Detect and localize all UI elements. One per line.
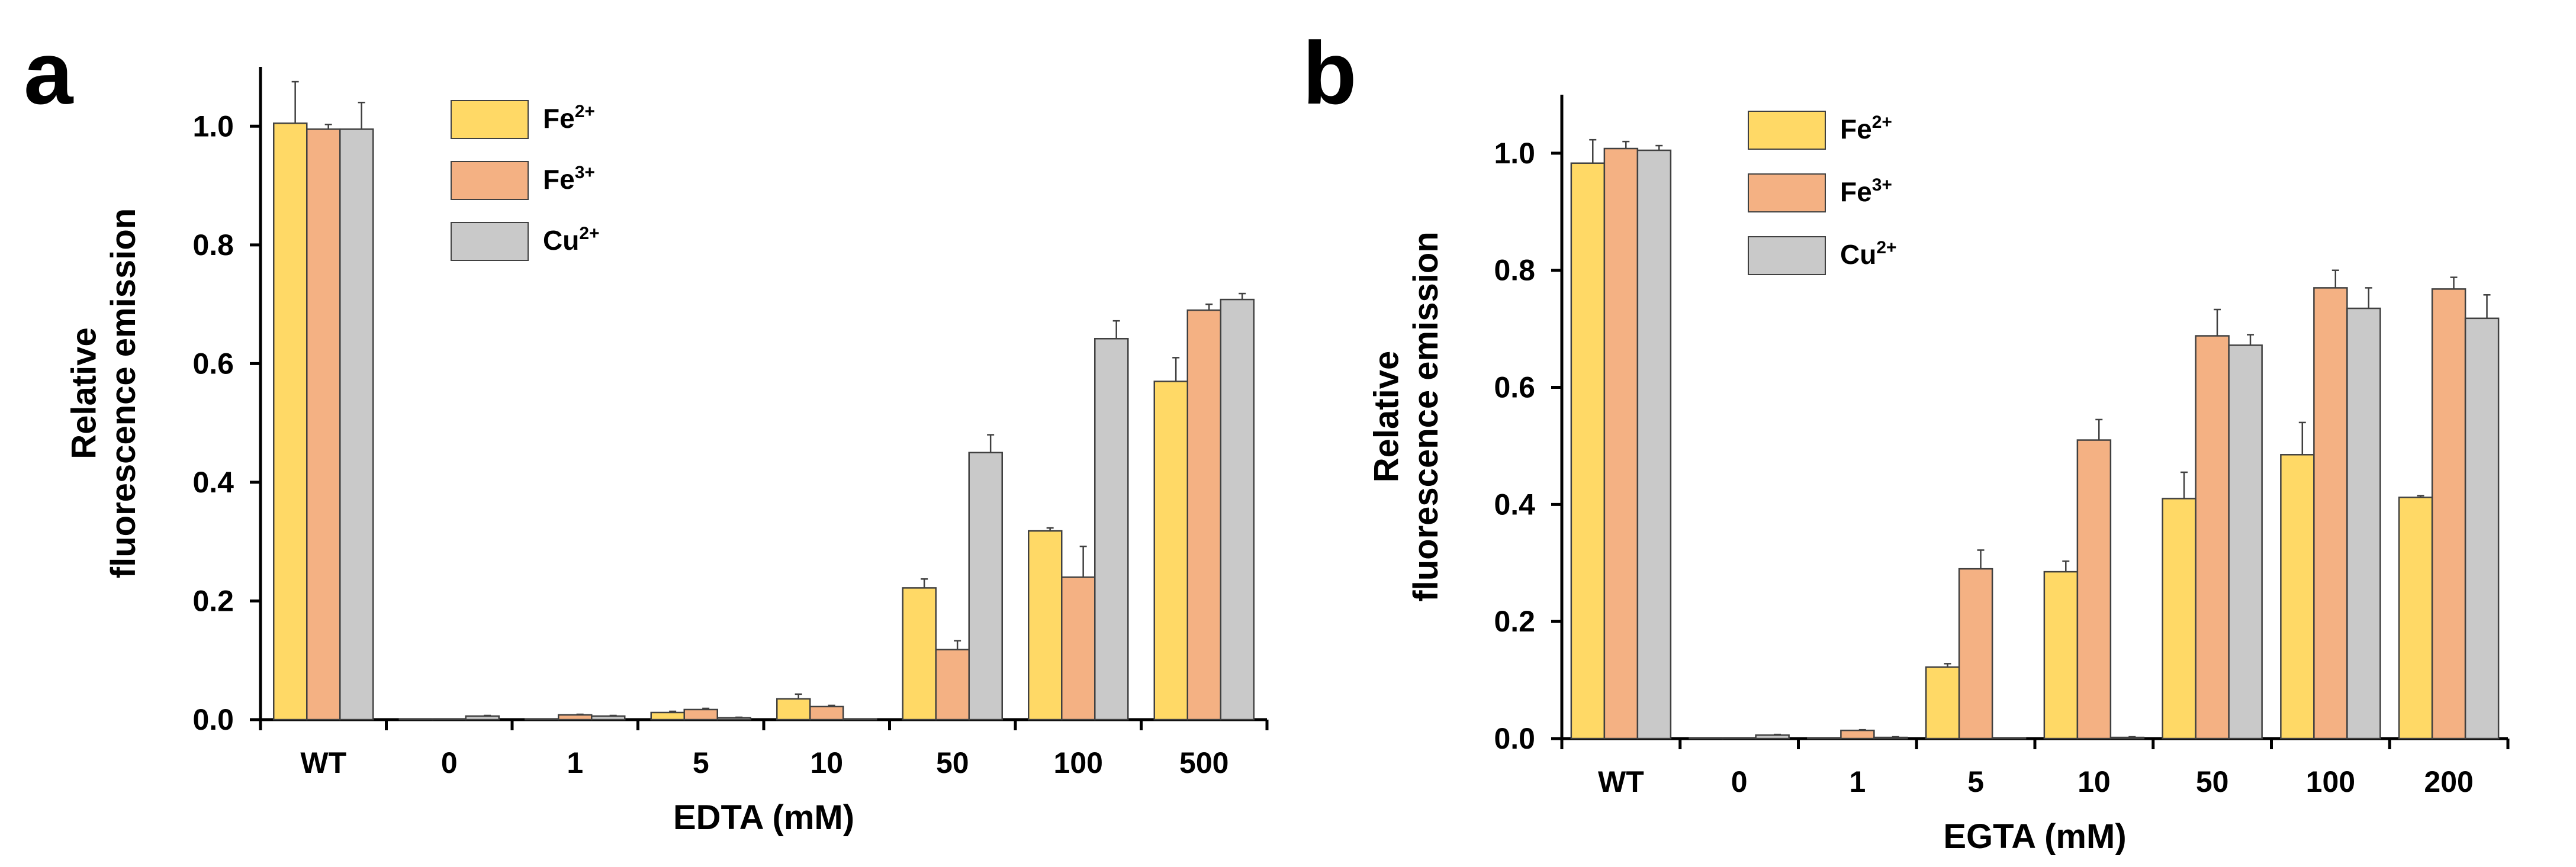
bar [1991,737,2027,740]
legend-swatch [451,161,529,200]
x-tick-label: 10 [810,746,843,779]
legend-label: Fe3+ [543,163,595,195]
bar [2228,344,2263,740]
bar [1153,381,1188,721]
y-tick-label: 0.4 [192,466,234,499]
bar [776,698,811,721]
legend-swatch [1748,111,1826,150]
bar [273,123,308,721]
bar [2162,498,2196,740]
y-tick-label: 0.4 [1494,488,1535,521]
bar [2431,288,2466,740]
bar [2109,736,2145,740]
bar [809,705,844,721]
bar [1570,162,1606,740]
bar [398,718,433,721]
x-tick-label: 0 [441,746,458,779]
bar [902,587,937,721]
y-tick-label: 0.6 [1494,371,1535,404]
bar [2280,454,2315,740]
x-axis-title: EDTA (mM) [673,798,854,837]
y-tick-label: 0.2 [1494,605,1535,638]
bar [842,718,877,721]
bar [1689,737,1723,740]
legend-swatch [451,222,529,261]
legend-swatch [451,100,529,139]
panel-letter: a [24,23,74,123]
legend-swatch [1748,236,1826,275]
y-tick-label: 0.0 [1494,722,1535,755]
bar [1958,568,1993,740]
bar [1636,149,1672,740]
bar [1220,298,1255,721]
x-tick-label: 50 [2196,765,2229,798]
x-tick-label: 1 [567,746,583,779]
bar [2195,335,2230,740]
bar [432,718,467,721]
y-tick-label: 0.0 [192,703,234,736]
legend-label: Fe2+ [1840,112,1892,144]
bar [1925,666,1960,740]
legend-label: Cu2+ [1840,238,1897,270]
legend-label: Cu2+ [543,224,600,256]
panel-letter: b [1303,23,1357,123]
legend-swatch [1748,173,1826,212]
bar [1807,737,1842,740]
bar [1186,309,1221,721]
bar [935,649,970,721]
bar [683,708,718,721]
x-tick-label: 5 [693,746,709,779]
bar [1061,576,1096,721]
x-tick-label: 50 [936,746,969,779]
x-tick-label: 10 [2077,765,2111,798]
bar [2043,571,2079,740]
bar [465,715,500,721]
bar [2346,307,2381,740]
bar [716,717,751,721]
bar [2464,317,2500,740]
bar [1755,734,1790,740]
y-tick-label: 0.8 [1494,254,1535,287]
bar [2398,497,2433,740]
bar [525,718,559,721]
x-tick-label: 200 [2424,765,2473,798]
bar [968,452,1003,721]
x-tick-label: WT [300,746,346,779]
y-axis-title: Relativefluorescence emission [65,208,143,578]
y-tick-label: 1.0 [192,109,234,143]
bar [2313,287,2348,740]
x-tick-label: 100 [2306,765,2355,798]
x-tick-label: 0 [1731,765,1748,798]
x-axis-title: EGTA (mM) [1943,817,2126,856]
y-tick-label: 0.6 [192,347,234,380]
x-tick-label: 100 [1054,746,1103,779]
bar [1873,736,1908,740]
bar [2076,439,2112,740]
bar [1094,337,1129,721]
y-tick-label: 0.2 [192,584,234,617]
y-tick-label: 0.8 [192,228,234,262]
x-tick-label: 1 [1849,765,1866,798]
bar [1028,530,1063,721]
bar [1840,729,1875,740]
bar [591,715,626,721]
bar [339,128,374,721]
y-axis-title: Relativefluorescence emission [1367,231,1445,601]
bar [650,711,685,721]
bar [1722,737,1757,740]
x-tick-label: 5 [1967,765,1984,798]
bar [1603,147,1639,740]
x-tick-label: WT [1598,765,1644,798]
y-tick-label: 1.0 [1494,137,1535,170]
panel-b: b 0.0 0.2 0.4 0.6 0.8 1.0 WT 0 1 5 10 50 100 200 EGTA (… [1303,23,2510,856]
x-tick-label: 500 [1179,746,1228,779]
bar [306,128,341,721]
legend-label: Fe2+ [543,102,595,134]
panel-a: a 0.0 0.2 0.4 0.6 0.8 1.0 WT 0 1 5 10 50 100 500 EDTA (… [24,23,1269,837]
bar [558,714,593,721]
legend-label: Fe3+ [1840,175,1892,207]
